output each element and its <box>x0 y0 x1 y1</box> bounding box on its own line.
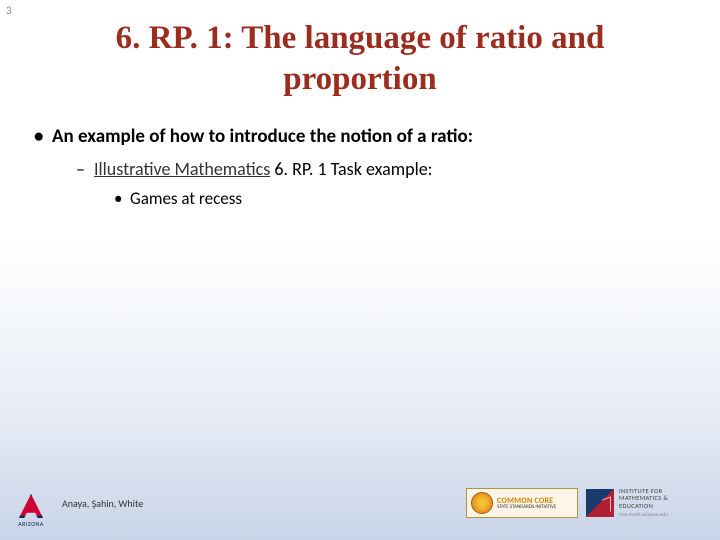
arizona-logo: ARIZONA <box>16 494 46 528</box>
slide-footer: ARIZONA Anaya, Şahin, White COMMON CORE … <box>0 482 720 530</box>
arizona-a-icon <box>19 494 43 518</box>
bullet-l2-rest: 6. RP. 1 Task example: <box>270 158 432 180</box>
ime-line3: EDUCATION <box>619 503 668 510</box>
ime-text: INSTITUTE FOR MATHEMATICS & EDUCATION im… <box>619 488 668 517</box>
authors-text: Anaya, Şahin, White <box>62 497 143 510</box>
ime-url: ime.math.arizona.edu <box>619 512 668 518</box>
arizona-label: ARIZONA <box>16 520 46 528</box>
slide-content: An example of how to introduce the notio… <box>0 107 720 209</box>
bullet-level-2: Illustrative Mathematics 6. RP. 1 Task e… <box>30 158 690 180</box>
ime-icon <box>586 489 614 517</box>
bullet-level-3: Games at recess <box>30 188 690 209</box>
common-core-badge: COMMON CORE STATE STANDARDS INITIATIVE <box>466 488 578 518</box>
cc-sub-text: STATE STANDARDS INITIATIVE <box>497 505 556 510</box>
ime-badge: INSTITUTE FOR MATHEMATICS & EDUCATION im… <box>586 488 708 518</box>
common-core-text: COMMON CORE STATE STANDARDS INITIATIVE <box>497 497 556 510</box>
page-number: 3 <box>6 4 12 17</box>
slide: 3 6. RP. 1: The language of ratio and pr… <box>0 0 720 540</box>
common-core-icon <box>471 492 493 514</box>
bullet-level-1: An example of how to introduce the notio… <box>30 125 690 148</box>
illustrative-math-link[interactable]: Illustrative Mathematics <box>94 158 270 180</box>
slide-title: 6. RP. 1: The language of ratio and prop… <box>0 0 720 107</box>
